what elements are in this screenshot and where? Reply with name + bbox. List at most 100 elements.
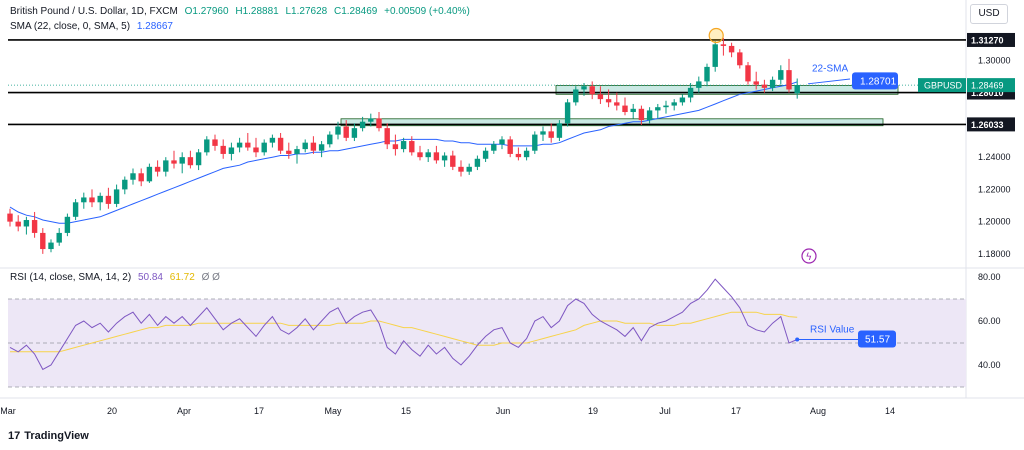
candle-body (351, 128, 358, 138)
candle-body (327, 134, 333, 145)
candle-body (294, 149, 300, 154)
lightning-glyph: ϟ (806, 252, 813, 263)
tradingview-logo: 17 TradingView (8, 430, 89, 442)
last-price-label: 1.28469 (971, 81, 1004, 91)
time-tick-label: Jul (659, 406, 671, 416)
candle-body (409, 141, 415, 153)
candle-body (630, 108, 636, 113)
candle-body (663, 105, 669, 108)
candle-body (195, 152, 202, 166)
candle-body (540, 131, 546, 135)
candle-body (450, 155, 456, 167)
candle-body (499, 139, 505, 145)
candle-body (171, 160, 177, 164)
rsi-value: 50.84 (137, 272, 163, 283)
candle-body (548, 131, 554, 138)
price-level-label: 1.31270 (971, 35, 1004, 45)
candle-body (89, 197, 95, 203)
candle-body (81, 197, 87, 203)
candle-body (753, 81, 759, 85)
candle-body (491, 144, 497, 151)
candle-body (720, 44, 727, 46)
time-tick-label: Mar (0, 406, 16, 416)
symbol-title: British Pound / U.S. Dollar, 1D, FXCM (10, 6, 178, 17)
open-value: O1.27960 (184, 6, 229, 17)
candle-body (212, 139, 218, 146)
candle-body (56, 232, 62, 243)
candle-body (15, 221, 21, 227)
rsi-legend[interactable]: RSI (14, close, SMA, 14, 2) 50.84 61.72 … (10, 272, 224, 283)
candle-body (622, 105, 628, 113)
candle-body (778, 70, 784, 80)
candle-body (638, 108, 645, 121)
rsi-value-badge (858, 330, 896, 348)
price-level-label: 1.26033 (971, 120, 1004, 130)
candle-body (573, 89, 579, 103)
brand-name: TradingView (24, 430, 89, 442)
candle-body (113, 189, 120, 204)
candle-body (482, 150, 489, 159)
candle-body (466, 166, 472, 172)
lightning-icon (801, 248, 817, 264)
candle-body (655, 107, 661, 111)
high-value: H1.28881 (235, 6, 279, 17)
candle-body (728, 45, 735, 53)
candle-body (564, 102, 571, 124)
rsi-value-label: 51.57 (865, 335, 890, 346)
rsi-tick-label: 80.00 (978, 272, 1001, 282)
candle-body (179, 157, 185, 164)
candle-body (523, 150, 530, 158)
candle-body (40, 232, 46, 250)
candle-body (236, 142, 243, 148)
candle-body (745, 65, 751, 82)
price-tick-label: 1.18000 (978, 249, 1011, 259)
price-tick-label: 1.22000 (978, 184, 1011, 194)
sma-value-badge (852, 72, 898, 90)
candle-body (31, 220, 38, 233)
rsi-tick-label: 60.00 (978, 316, 1001, 326)
time-tick-label: Apr (177, 406, 191, 416)
rsi-label: RSI (14, close, SMA, 14, 2) (10, 272, 132, 283)
candle-body (597, 94, 604, 100)
candle-body (130, 173, 136, 180)
time-tick-label: 17 (254, 406, 264, 416)
sma-annotation-arrow (807, 78, 851, 85)
candle-body (556, 123, 563, 138)
candle-body (679, 97, 686, 103)
candle-body (72, 202, 79, 217)
rsi-annotation-label: RSI Value (810, 325, 855, 336)
candle-body (302, 142, 308, 150)
low-value: L1.27628 (285, 6, 328, 17)
candle-body (253, 147, 259, 153)
candle-body (64, 216, 71, 233)
candle-body (458, 166, 464, 172)
time-tick-label: 14 (885, 406, 895, 416)
price-tick-label: 1.24000 (978, 152, 1011, 162)
candle-body (146, 166, 153, 182)
candle-body (400, 141, 407, 150)
rsi-annotation-dot (795, 337, 800, 342)
sma-legend[interactable]: SMA (22, close, 0, SMA, 5) 1.28667 (10, 21, 177, 32)
candle-body (335, 126, 341, 135)
candle-body (228, 147, 235, 154)
candle-body (154, 166, 161, 172)
candle-body (515, 153, 522, 158)
candle-body (359, 121, 366, 129)
currency-button[interactable]: USD (970, 4, 1008, 24)
candle-body (507, 139, 513, 154)
candle-body (105, 195, 112, 204)
price-level-label: 1.28010 (971, 88, 1004, 98)
candle-body (671, 102, 677, 106)
candle-body (277, 137, 284, 151)
support-zone (555, 85, 899, 95)
candle-body (310, 142, 317, 151)
candle-body (138, 173, 144, 182)
price-level-badge (967, 117, 1015, 132)
candle-body (417, 152, 423, 158)
price-level-badge (967, 32, 1015, 47)
candle-body (97, 195, 103, 203)
peak-marker (708, 27, 724, 44)
rsi-sma-value: 61.72 (169, 272, 195, 283)
candle-body (384, 128, 390, 145)
